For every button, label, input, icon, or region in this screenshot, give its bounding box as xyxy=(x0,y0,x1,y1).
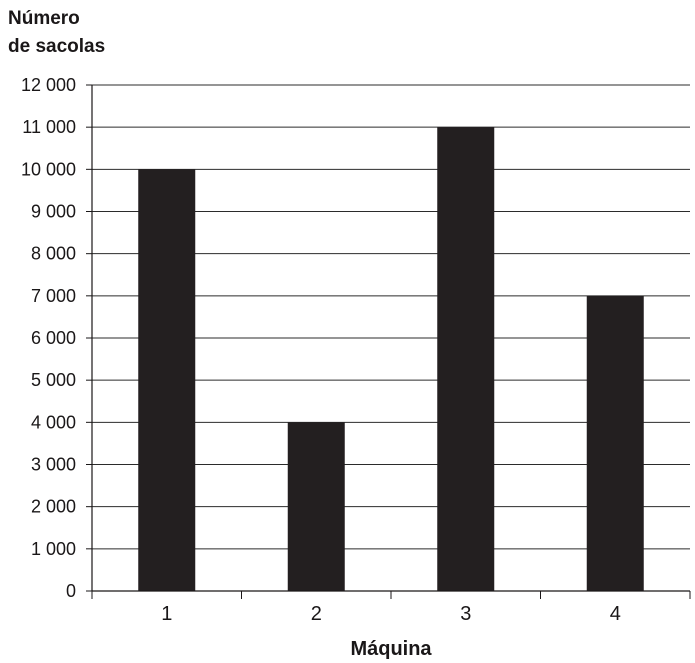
y-axis-title-line-2: de sacolas xyxy=(8,36,105,57)
y-tick-label: 8 000 xyxy=(31,244,76,264)
bar-1 xyxy=(138,169,196,592)
y-tick-label: 2 000 xyxy=(31,497,76,517)
bar-2 xyxy=(287,422,345,591)
y-tick-label: 0 xyxy=(66,581,76,601)
y-tick-label: 12 000 xyxy=(21,75,76,95)
x-tick-label-4: 4 xyxy=(610,603,621,625)
x-tick-label-1: 1 xyxy=(161,603,172,625)
y-tick-label: 7 000 xyxy=(31,286,76,306)
y-tick-label: 11 000 xyxy=(22,117,76,137)
bar-3 xyxy=(437,127,495,592)
x-axis-ticks: 1 2 3 4 xyxy=(91,591,691,625)
y-tick-label: 3 000 xyxy=(31,455,76,475)
bar-4 xyxy=(586,295,644,591)
y-tick-label: 6 000 xyxy=(31,328,76,348)
y-tick-label: 9 000 xyxy=(31,202,76,222)
x-tick-label-3: 3 xyxy=(460,603,471,625)
y-tick-label: 5 000 xyxy=(31,370,76,390)
y-axis-title-line-1: Número xyxy=(8,8,80,29)
y-tick-label: 10 000 xyxy=(21,159,76,179)
y-axis-ticks: 0 1 000 2 000 3 000 4 000 5 000 6 000 7 000 8 00… xyxy=(21,75,92,601)
bars xyxy=(138,127,644,592)
y-tick-label: 4 000 xyxy=(31,412,76,432)
x-tick-label-2: 2 xyxy=(311,603,322,625)
y-tick-label: 1 000 xyxy=(31,539,76,559)
x-axis-title: Máquina xyxy=(350,638,432,660)
